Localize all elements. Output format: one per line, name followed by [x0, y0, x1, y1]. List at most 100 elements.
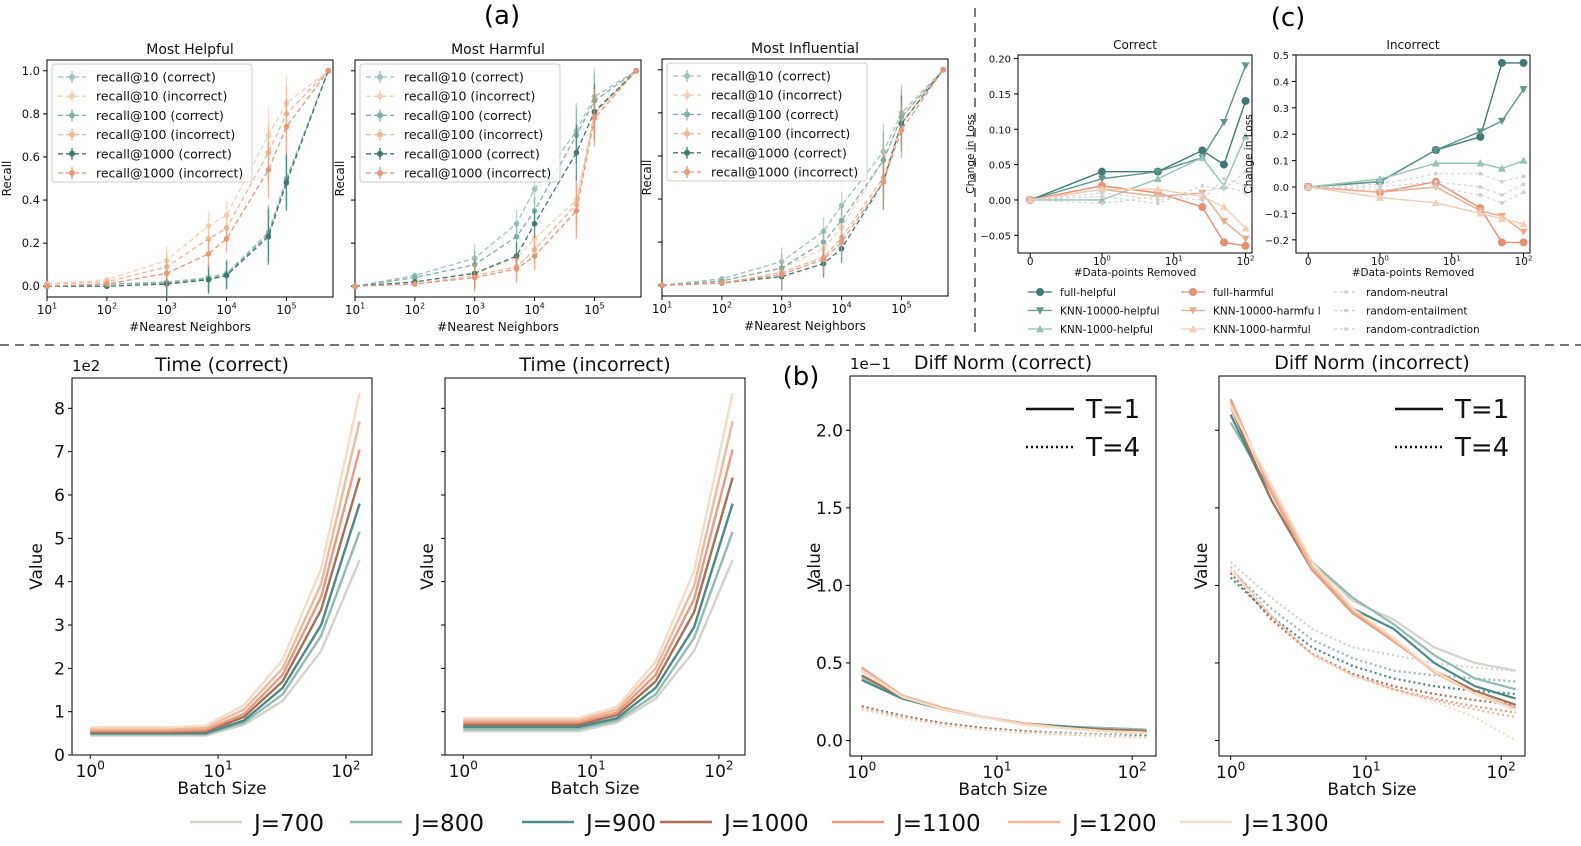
y-tick-label: 0	[54, 746, 65, 766]
series-marker	[1306, 185, 1311, 189]
series-marker	[412, 281, 418, 287]
series-line	[661, 69, 944, 286]
y-tick-label: 0.2	[1273, 130, 1289, 141]
y-axis-label: Value	[27, 543, 47, 590]
series-marker	[1521, 174, 1526, 179]
y-tick-label: 0.5	[816, 654, 843, 674]
y-tick-label: 0.00	[989, 196, 1011, 207]
x-tick-label: 102	[331, 758, 360, 782]
y-axis-label: Recall	[0, 161, 14, 197]
series-marker	[838, 239, 845, 245]
legend-label: recall@100 (correct)	[404, 108, 532, 123]
tick-base: 10	[1371, 256, 1384, 268]
series-line	[90, 449, 361, 732]
x-tick-label: 101	[982, 759, 1011, 783]
series-marker	[1219, 217, 1228, 226]
x-tick-label: 104	[831, 301, 851, 316]
series-line	[354, 70, 637, 287]
x-tick-label: 102	[1237, 254, 1255, 268]
series-marker	[1433, 171, 1438, 176]
series-marker	[1476, 128, 1485, 136]
chart-c1: Correct #Data-points Removed Change in Los…	[965, 38, 1254, 279]
legend: T=1T=4	[1026, 395, 1140, 463]
series-marker	[1519, 156, 1528, 164]
series-marker	[1431, 159, 1440, 167]
legend: recall@10 (correct) recall@10 (incorrect)…	[666, 62, 868, 182]
chart-b1: Time (correct) Batch Size Value 1e2 0 1 2 3 4 5 6 7…	[27, 354, 373, 799]
series-marker	[283, 180, 290, 186]
x-tick-label: 102	[1118, 759, 1147, 783]
series-marker	[1200, 191, 1205, 195]
x-tick-label: 100	[76, 758, 105, 782]
tick-exponent: 2	[1528, 254, 1532, 262]
x-tick-label: 101	[1165, 254, 1183, 268]
y-tick-label: 0.4	[22, 193, 40, 207]
series-marker	[1200, 183, 1205, 188]
tick-exponent: 4	[847, 301, 852, 310]
series-line	[661, 69, 944, 286]
x-tick-label: 105	[276, 302, 296, 317]
series-line	[1030, 185, 1246, 201]
series-marker	[1497, 58, 1506, 67]
tick-exponent: 3	[480, 302, 485, 311]
tick-base: 10	[772, 302, 787, 316]
series-line	[1030, 136, 1247, 201]
tick-exponent: 2	[727, 301, 732, 310]
series-marker	[1476, 209, 1485, 217]
series-marker	[1243, 169, 1248, 174]
chart-title: Diff Norm (correct)	[914, 352, 1092, 374]
series-marker	[1097, 195, 1106, 204]
series-marker	[1155, 194, 1160, 199]
series-line	[1308, 181, 1524, 244]
x-tick-label: 102	[1487, 759, 1516, 783]
legend-c: full-helpful KNN-10000-helpful KNN-1000-he…	[1028, 287, 1480, 336]
series-marker	[1153, 174, 1162, 182]
series-line	[1308, 88, 1525, 188]
tick-base: 10	[331, 762, 353, 782]
legend-frame	[359, 63, 561, 183]
legend-marker	[1036, 325, 1044, 333]
series-marker	[471, 274, 478, 281]
chart-title: Most Influential	[751, 41, 859, 57]
series-marker	[1155, 198, 1160, 202]
series-line	[354, 70, 637, 287]
legend-frame	[51, 63, 253, 183]
series-line	[1308, 186, 1524, 225]
series-marker	[325, 67, 332, 74]
series-line	[1308, 173, 1524, 188]
series-marker	[1378, 187, 1382, 192]
tick-exponent: 2	[353, 758, 361, 772]
series-t4-line	[861, 706, 1147, 739]
series-marker	[591, 115, 598, 121]
y-tick-label: 2	[54, 659, 65, 679]
legend-label: recall@10 (incorrect)	[404, 89, 535, 104]
y-axis-label: Recall	[640, 160, 654, 196]
series-marker	[163, 270, 170, 277]
tick-base: 10	[465, 303, 480, 317]
series-marker	[265, 167, 272, 173]
legend-label: KNN-1000-helpful	[1060, 324, 1153, 336]
chart-title: Incorrect	[1386, 38, 1439, 52]
series-marker	[820, 256, 827, 263]
legend-label: J=1000	[722, 811, 809, 837]
series-t4-line	[1229, 569, 1517, 742]
series-t4-line	[1229, 561, 1516, 672]
tick-base: 10	[1118, 763, 1140, 783]
legend-label: KNN-10000-harmfu l	[1213, 306, 1321, 318]
tick-base: 10	[712, 302, 727, 316]
legend-label: T=1	[1454, 395, 1509, 425]
tick-base: 10	[652, 302, 667, 316]
series-marker	[1431, 146, 1440, 155]
legend: recall@10 (correct) recall@10 (incorrect)…	[359, 63, 561, 183]
y-axis-label: Change in Loss	[1243, 114, 1255, 193]
tick-exponent: 1	[1373, 759, 1381, 773]
tick-exponent: 1	[667, 301, 672, 310]
series-line	[46, 70, 329, 287]
series-t1-line	[861, 674, 1147, 733]
series-marker	[1375, 189, 1384, 197]
series-t1-line	[1229, 406, 1517, 711]
legend-marker	[1189, 307, 1197, 315]
tick-base: 10	[891, 302, 906, 316]
